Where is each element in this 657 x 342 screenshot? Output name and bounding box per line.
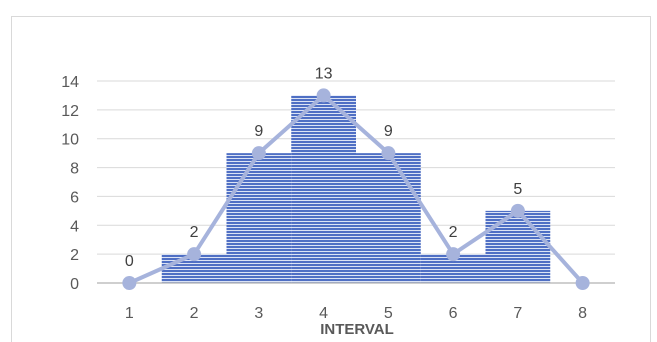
data-label: 9 [384, 123, 393, 140]
data-label: 0 [125, 253, 134, 270]
data-label: 2 [449, 224, 458, 241]
y-tick-label: 12 [61, 103, 79, 120]
histogram-bar [485, 210, 551, 283]
x-tick-label: 8 [578, 305, 587, 322]
y-tick-label: 0 [70, 276, 79, 293]
y-tick-label: 10 [61, 132, 79, 149]
histogram-bar [356, 153, 421, 283]
line-point [251, 146, 266, 161]
x-tick-label: 5 [384, 305, 393, 322]
x-tick-label: 1 [125, 305, 134, 322]
line-point [316, 88, 331, 103]
data-label: 9 [254, 123, 263, 140]
line-point [510, 203, 525, 218]
x-tick-label: 7 [513, 305, 522, 322]
frequency-polygon-line [128, 93, 585, 285]
x-axis-title: INTERVAL [320, 321, 394, 338]
histogram-bar [226, 153, 292, 283]
line-point [187, 247, 202, 262]
x-tick-label: 6 [449, 305, 458, 322]
y-tick-label: 14 [61, 74, 79, 91]
data-label: 2 [190, 224, 199, 241]
y-tick-label: 8 [70, 161, 79, 178]
x-tick-label: 2 [190, 305, 199, 322]
line-point [446, 247, 461, 262]
x-tick-label: 3 [254, 305, 263, 322]
line-point [575, 276, 590, 290]
x-tick-label: 4 [319, 305, 328, 322]
line-point [122, 276, 137, 290]
line-point [381, 146, 396, 161]
y-tick-label: 2 [70, 247, 79, 264]
y-tick-label: 4 [70, 218, 79, 235]
y-tick-label: 6 [70, 189, 79, 206]
data-label: 5 [513, 181, 522, 198]
histogram-bar [291, 95, 356, 283]
data-label: 13 [315, 65, 333, 82]
